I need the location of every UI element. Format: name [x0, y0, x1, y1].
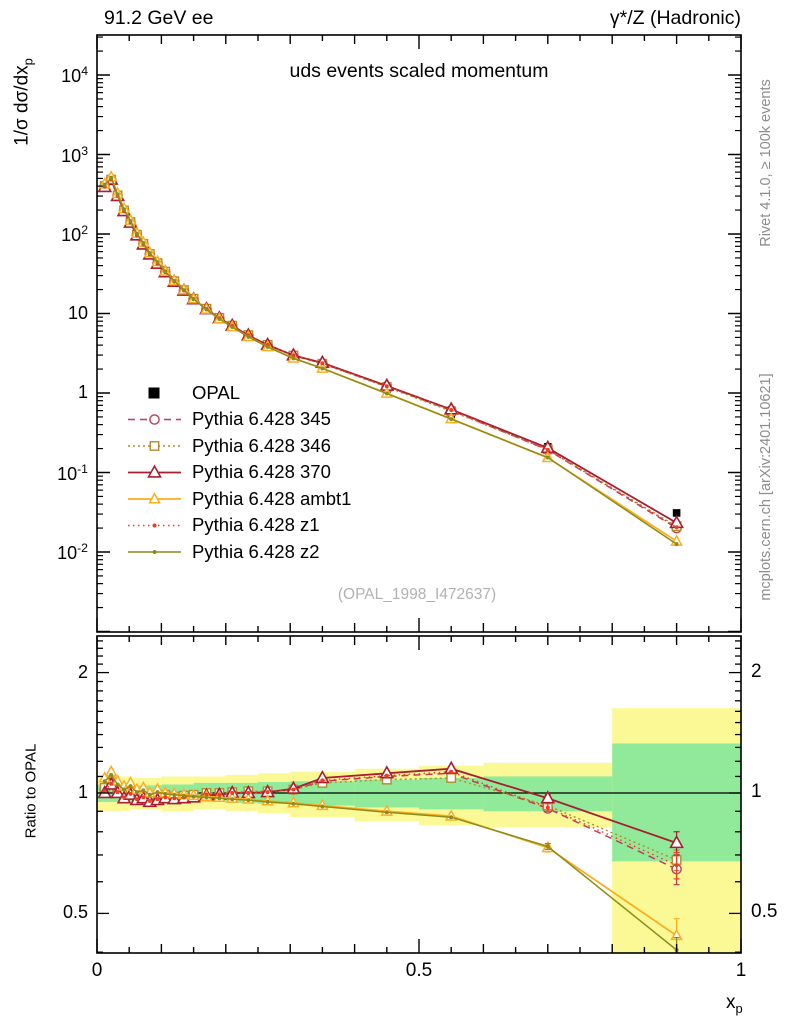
side-note-rivet: Rivet 4.1.0, ≥ 100k events	[757, 79, 774, 247]
legend-label-p345: Pythia 6.428 345	[192, 408, 331, 429]
legend	[128, 387, 181, 554]
legend-label-p370: Pythia 6.428 370	[192, 461, 331, 482]
legend-label-OPAL: OPAL	[192, 381, 240, 403]
tick-exponent: -2	[77, 541, 88, 555]
x-axis-label: xp	[726, 993, 743, 1016]
ratio-y-tick-label-left: 2	[77, 661, 88, 682]
tick-mantissa: 10	[67, 302, 88, 323]
main-y-tick-label: 1	[0, 382, 88, 403]
series-p346-main	[99, 174, 682, 532]
main-y-tick-label: 10-2	[0, 541, 88, 564]
tick-mantissa: 10	[61, 225, 82, 245]
header-beam-energy: 91.2 GeV ee	[104, 7, 214, 29]
tick-mantissa: 1	[77, 382, 88, 402]
series-z1-ratio	[102, 769, 680, 880]
tick-mantissa: 10	[57, 463, 78, 484]
ratio-uncertainty-bands	[97, 708, 741, 953]
x-axis-label-text: x	[726, 992, 736, 1013]
tick-exponent: 3	[81, 143, 88, 158]
green-band-segment	[419, 778, 484, 810]
main-y-tick-label: 102	[0, 223, 88, 246]
legend-item-ambt1	[128, 492, 181, 504]
x-axis-label-sub: p	[735, 1000, 743, 1016]
legend-label-p346: Pythia 6.428 346	[192, 434, 331, 456]
series-z2-main	[102, 175, 679, 547]
series-z1-main	[102, 177, 679, 530]
legend-item-z1	[128, 523, 181, 528]
main-y-tick-label: 103	[0, 144, 88, 167]
tick-mantissa: 10	[57, 543, 78, 563]
legend-label-z2: Pythia 6.428 z2	[192, 540, 320, 562]
legend-item-OPAL	[148, 387, 160, 399]
legend-label-ambt1: Pythia 6.428 ambt1	[192, 487, 352, 509]
side-note-mcplots: mcplots.cern.ch [arXiv:2401.10621]	[757, 373, 774, 601]
legend-item-p346	[128, 441, 181, 451]
legend-label-z1: Pythia 6.428 z1	[192, 514, 320, 535]
series-opal-main	[100, 177, 681, 517]
ratio-panel-series	[97, 760, 684, 953]
legend-item-p345	[128, 414, 181, 425]
legend-item-p370	[128, 464, 181, 478]
x-tick-label: 1	[735, 960, 747, 981]
series-p370-main	[97, 171, 684, 529]
tick-exponent: -1	[77, 461, 88, 476]
tick-mantissa: 10	[61, 145, 82, 166]
series-z2-ratio	[102, 772, 680, 953]
tick-exponent: 2	[81, 223, 88, 237]
plot-title: uds events scaled momentum	[289, 60, 549, 82]
ratio-y-tick-label-left: 1	[77, 782, 88, 802]
ratio-y-tick-label-right: 1	[751, 781, 762, 802]
legend-item-z2	[128, 550, 181, 554]
analysis-watermark: (OPAL_1998_I472637)	[337, 586, 497, 603]
tick-exponent: 4	[81, 64, 88, 78]
ratio-y-tick-label-right: 0.5	[751, 901, 778, 923]
main-panel-series	[97, 170, 684, 547]
x-tick-label: 0	[91, 960, 103, 981]
ratio-y-tick-label-left: 0.5	[62, 902, 88, 923]
x-tick-label: 0.5	[405, 960, 433, 981]
ratio-y-tick-label-right: 2	[751, 660, 762, 682]
tick-mantissa: 10	[61, 66, 82, 86]
header-process: γ*/Z (Hadronic)	[609, 7, 741, 29]
series-p345-main	[99, 173, 682, 534]
axes-and-ticks	[96, 34, 742, 954]
main-y-tick-label: 10-1	[0, 462, 88, 485]
main-y-tick-label: 104	[0, 64, 88, 87]
main-y-tick-label: 10	[0, 303, 88, 324]
